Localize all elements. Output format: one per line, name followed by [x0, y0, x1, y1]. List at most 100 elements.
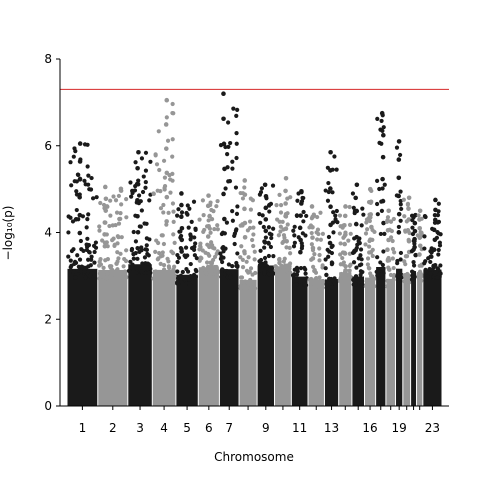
- peak-point: [262, 182, 268, 188]
- point: [323, 257, 328, 262]
- point: [135, 256, 140, 261]
- point: [323, 266, 328, 271]
- point: [218, 251, 223, 256]
- peak-point: [179, 202, 184, 208]
- point: [382, 182, 387, 187]
- point: [316, 231, 321, 237]
- point: [340, 255, 345, 261]
- chromosome-22-points: [415, 208, 424, 406]
- point: [193, 274, 199, 279]
- peak-point: [135, 197, 140, 203]
- point: [76, 172, 81, 177]
- point: [234, 130, 239, 136]
- point: [168, 190, 173, 195]
- point: [126, 268, 132, 273]
- point: [333, 213, 338, 218]
- point: [329, 244, 334, 250]
- point: [143, 179, 148, 185]
- peak-point: [385, 257, 391, 262]
- point: [197, 217, 202, 222]
- point: [120, 270, 125, 276]
- peak-point: [207, 213, 212, 219]
- point: [187, 206, 192, 211]
- point: [317, 279, 322, 284]
- point: [226, 270, 231, 275]
- point: [90, 196, 96, 201]
- point: [192, 244, 197, 249]
- peak-point: [164, 97, 170, 103]
- point: [266, 203, 272, 208]
- point: [129, 248, 134, 253]
- point: [257, 262, 263, 268]
- point: [392, 250, 397, 255]
- point: [68, 258, 73, 263]
- point: [224, 220, 230, 225]
- point: [110, 223, 115, 228]
- point: [122, 256, 127, 262]
- point: [435, 275, 440, 280]
- point: [215, 227, 220, 232]
- point: [247, 219, 253, 224]
- point: [188, 273, 193, 279]
- point: [347, 204, 352, 210]
- point: [385, 215, 391, 220]
- point: [426, 256, 431, 261]
- peak-point: [396, 175, 402, 181]
- point: [277, 219, 282, 224]
- point: [332, 154, 337, 159]
- point: [223, 186, 228, 191]
- point: [115, 234, 120, 239]
- point: [292, 240, 297, 245]
- point: [375, 212, 380, 217]
- point: [240, 265, 246, 270]
- point: [68, 215, 73, 220]
- point: [251, 243, 256, 249]
- point: [190, 279, 195, 285]
- point: [198, 241, 203, 246]
- point: [170, 101, 175, 107]
- point: [324, 272, 329, 277]
- point: [438, 263, 443, 268]
- point: [250, 272, 255, 277]
- peak-point: [284, 239, 289, 244]
- point: [124, 248, 129, 253]
- point: [73, 149, 78, 154]
- point: [298, 266, 304, 271]
- peak-point: [417, 208, 423, 214]
- point: [74, 179, 79, 184]
- point: [131, 229, 136, 235]
- point: [232, 231, 237, 236]
- peak-point: [412, 236, 417, 242]
- peak-point: [242, 234, 248, 240]
- point: [128, 259, 133, 264]
- point: [252, 282, 257, 287]
- point: [139, 208, 144, 213]
- point: [292, 224, 297, 229]
- point: [303, 283, 309, 288]
- point: [292, 233, 297, 238]
- point: [390, 246, 396, 252]
- point: [358, 269, 363, 274]
- peak-point: [103, 208, 109, 213]
- peak-point: [327, 240, 333, 246]
- point: [351, 205, 356, 210]
- point: [436, 247, 441, 253]
- point: [334, 278, 339, 284]
- point: [230, 166, 235, 171]
- point: [186, 281, 192, 286]
- peak-point: [354, 182, 360, 188]
- point: [233, 185, 239, 190]
- point: [330, 277, 335, 283]
- point: [93, 240, 98, 245]
- peak-point: [396, 211, 402, 217]
- point: [261, 224, 266, 230]
- point: [231, 106, 236, 111]
- point: [334, 208, 339, 214]
- point: [143, 150, 149, 155]
- point: [422, 214, 428, 219]
- point: [260, 213, 265, 218]
- point: [113, 276, 118, 281]
- chromosome-19-dense-block: [396, 268, 403, 406]
- point: [354, 265, 359, 270]
- point: [157, 251, 162, 256]
